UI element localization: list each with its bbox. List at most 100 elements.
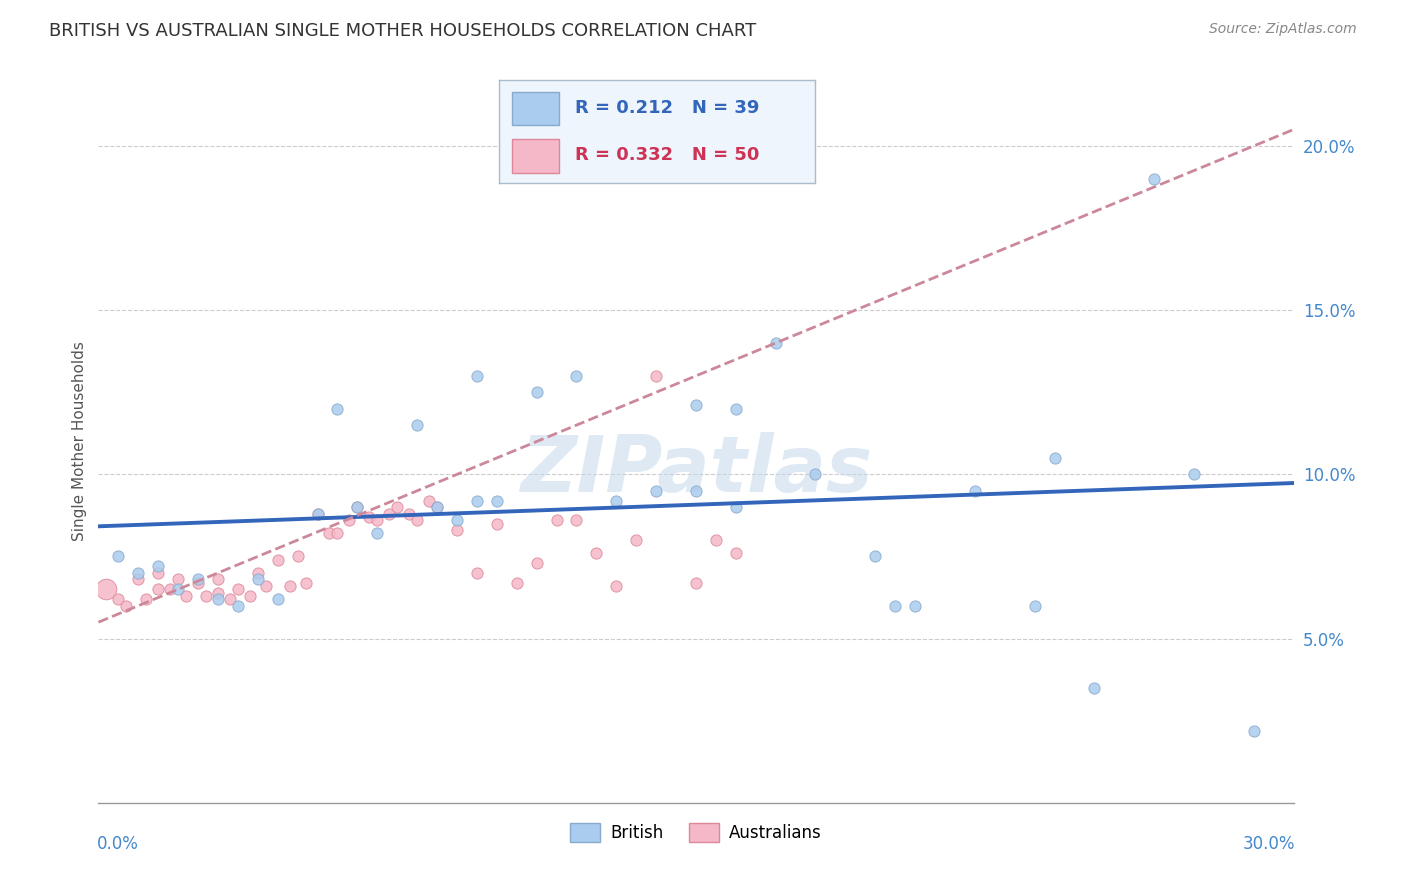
Point <box>366 526 388 541</box>
Point <box>115 599 138 613</box>
Point <box>267 553 290 567</box>
Point <box>804 467 827 482</box>
Point <box>526 385 548 400</box>
Point <box>1024 599 1046 613</box>
Point <box>585 546 607 560</box>
Point <box>506 575 529 590</box>
Point <box>485 516 508 531</box>
Text: ZIPatlas: ZIPatlas <box>520 433 872 508</box>
Point <box>195 589 218 603</box>
Point <box>1083 681 1105 695</box>
Point <box>267 592 290 607</box>
Point <box>685 398 707 412</box>
Point <box>1243 723 1265 738</box>
Point <box>187 575 209 590</box>
Point <box>465 493 488 508</box>
Point <box>765 336 787 351</box>
Point <box>278 579 301 593</box>
Point <box>207 592 229 607</box>
Point <box>246 566 269 580</box>
Text: Source: ZipAtlas.com: Source: ZipAtlas.com <box>1209 22 1357 37</box>
Point <box>485 493 508 508</box>
Point <box>318 526 340 541</box>
Point <box>418 493 440 508</box>
Point <box>167 582 190 597</box>
Point <box>307 507 329 521</box>
Text: R = 0.332   N = 50: R = 0.332 N = 50 <box>575 145 759 163</box>
Point <box>359 510 381 524</box>
Point <box>326 526 349 541</box>
Point <box>187 573 209 587</box>
Point <box>366 513 388 527</box>
Point <box>546 513 568 527</box>
Point <box>246 573 269 587</box>
Point <box>226 599 249 613</box>
Point <box>207 585 229 599</box>
Point <box>148 566 170 580</box>
Point <box>107 549 129 564</box>
Point <box>626 533 648 547</box>
Point <box>526 556 548 570</box>
Point <box>605 579 627 593</box>
Y-axis label: Single Mother Households: Single Mother Households <box>72 342 87 541</box>
Point <box>426 500 449 515</box>
Point <box>307 507 329 521</box>
Point <box>167 573 190 587</box>
Point <box>398 507 420 521</box>
Text: BRITISH VS AUSTRALIAN SINGLE MOTHER HOUSEHOLDS CORRELATION CHART: BRITISH VS AUSTRALIAN SINGLE MOTHER HOUS… <box>49 22 756 40</box>
Point <box>685 575 707 590</box>
Point <box>963 483 986 498</box>
Point <box>148 582 170 597</box>
Point <box>378 507 401 521</box>
Point <box>406 418 429 433</box>
Point <box>294 575 316 590</box>
Point <box>605 493 627 508</box>
Point <box>385 500 409 515</box>
Point <box>207 573 229 587</box>
Point <box>1143 171 1166 186</box>
Text: 0.0%: 0.0% <box>97 835 139 854</box>
Point <box>326 401 349 416</box>
Point <box>446 513 468 527</box>
Point <box>346 500 368 515</box>
Point <box>1182 467 1205 482</box>
Point <box>254 579 277 593</box>
Point <box>645 368 668 383</box>
Point <box>426 500 449 515</box>
Point <box>287 549 309 564</box>
Point <box>685 483 707 498</box>
Point <box>446 523 468 537</box>
Point <box>174 589 197 603</box>
Legend: British, Australians: British, Australians <box>564 816 828 848</box>
Point <box>704 533 727 547</box>
Text: R = 0.212   N = 39: R = 0.212 N = 39 <box>575 100 759 118</box>
Point <box>724 546 747 560</box>
Text: 30.0%: 30.0% <box>1243 835 1295 854</box>
Point <box>465 368 488 383</box>
Point <box>159 582 181 597</box>
Point <box>107 592 129 607</box>
FancyBboxPatch shape <box>512 92 560 126</box>
FancyBboxPatch shape <box>512 139 560 173</box>
Point <box>1043 450 1066 465</box>
Point <box>219 592 242 607</box>
Point <box>346 500 368 515</box>
Point <box>135 592 157 607</box>
Point <box>406 513 429 527</box>
Point <box>884 599 907 613</box>
Point <box>339 513 361 527</box>
Point <box>226 582 249 597</box>
Point <box>865 549 887 564</box>
Point <box>565 368 588 383</box>
Point <box>127 566 149 580</box>
Point <box>96 582 118 597</box>
Point <box>148 559 170 574</box>
Point <box>645 483 668 498</box>
Point <box>724 500 747 515</box>
Point <box>724 401 747 416</box>
Point <box>465 566 488 580</box>
Point <box>904 599 927 613</box>
Point <box>239 589 262 603</box>
Point <box>565 513 588 527</box>
Point <box>127 573 149 587</box>
